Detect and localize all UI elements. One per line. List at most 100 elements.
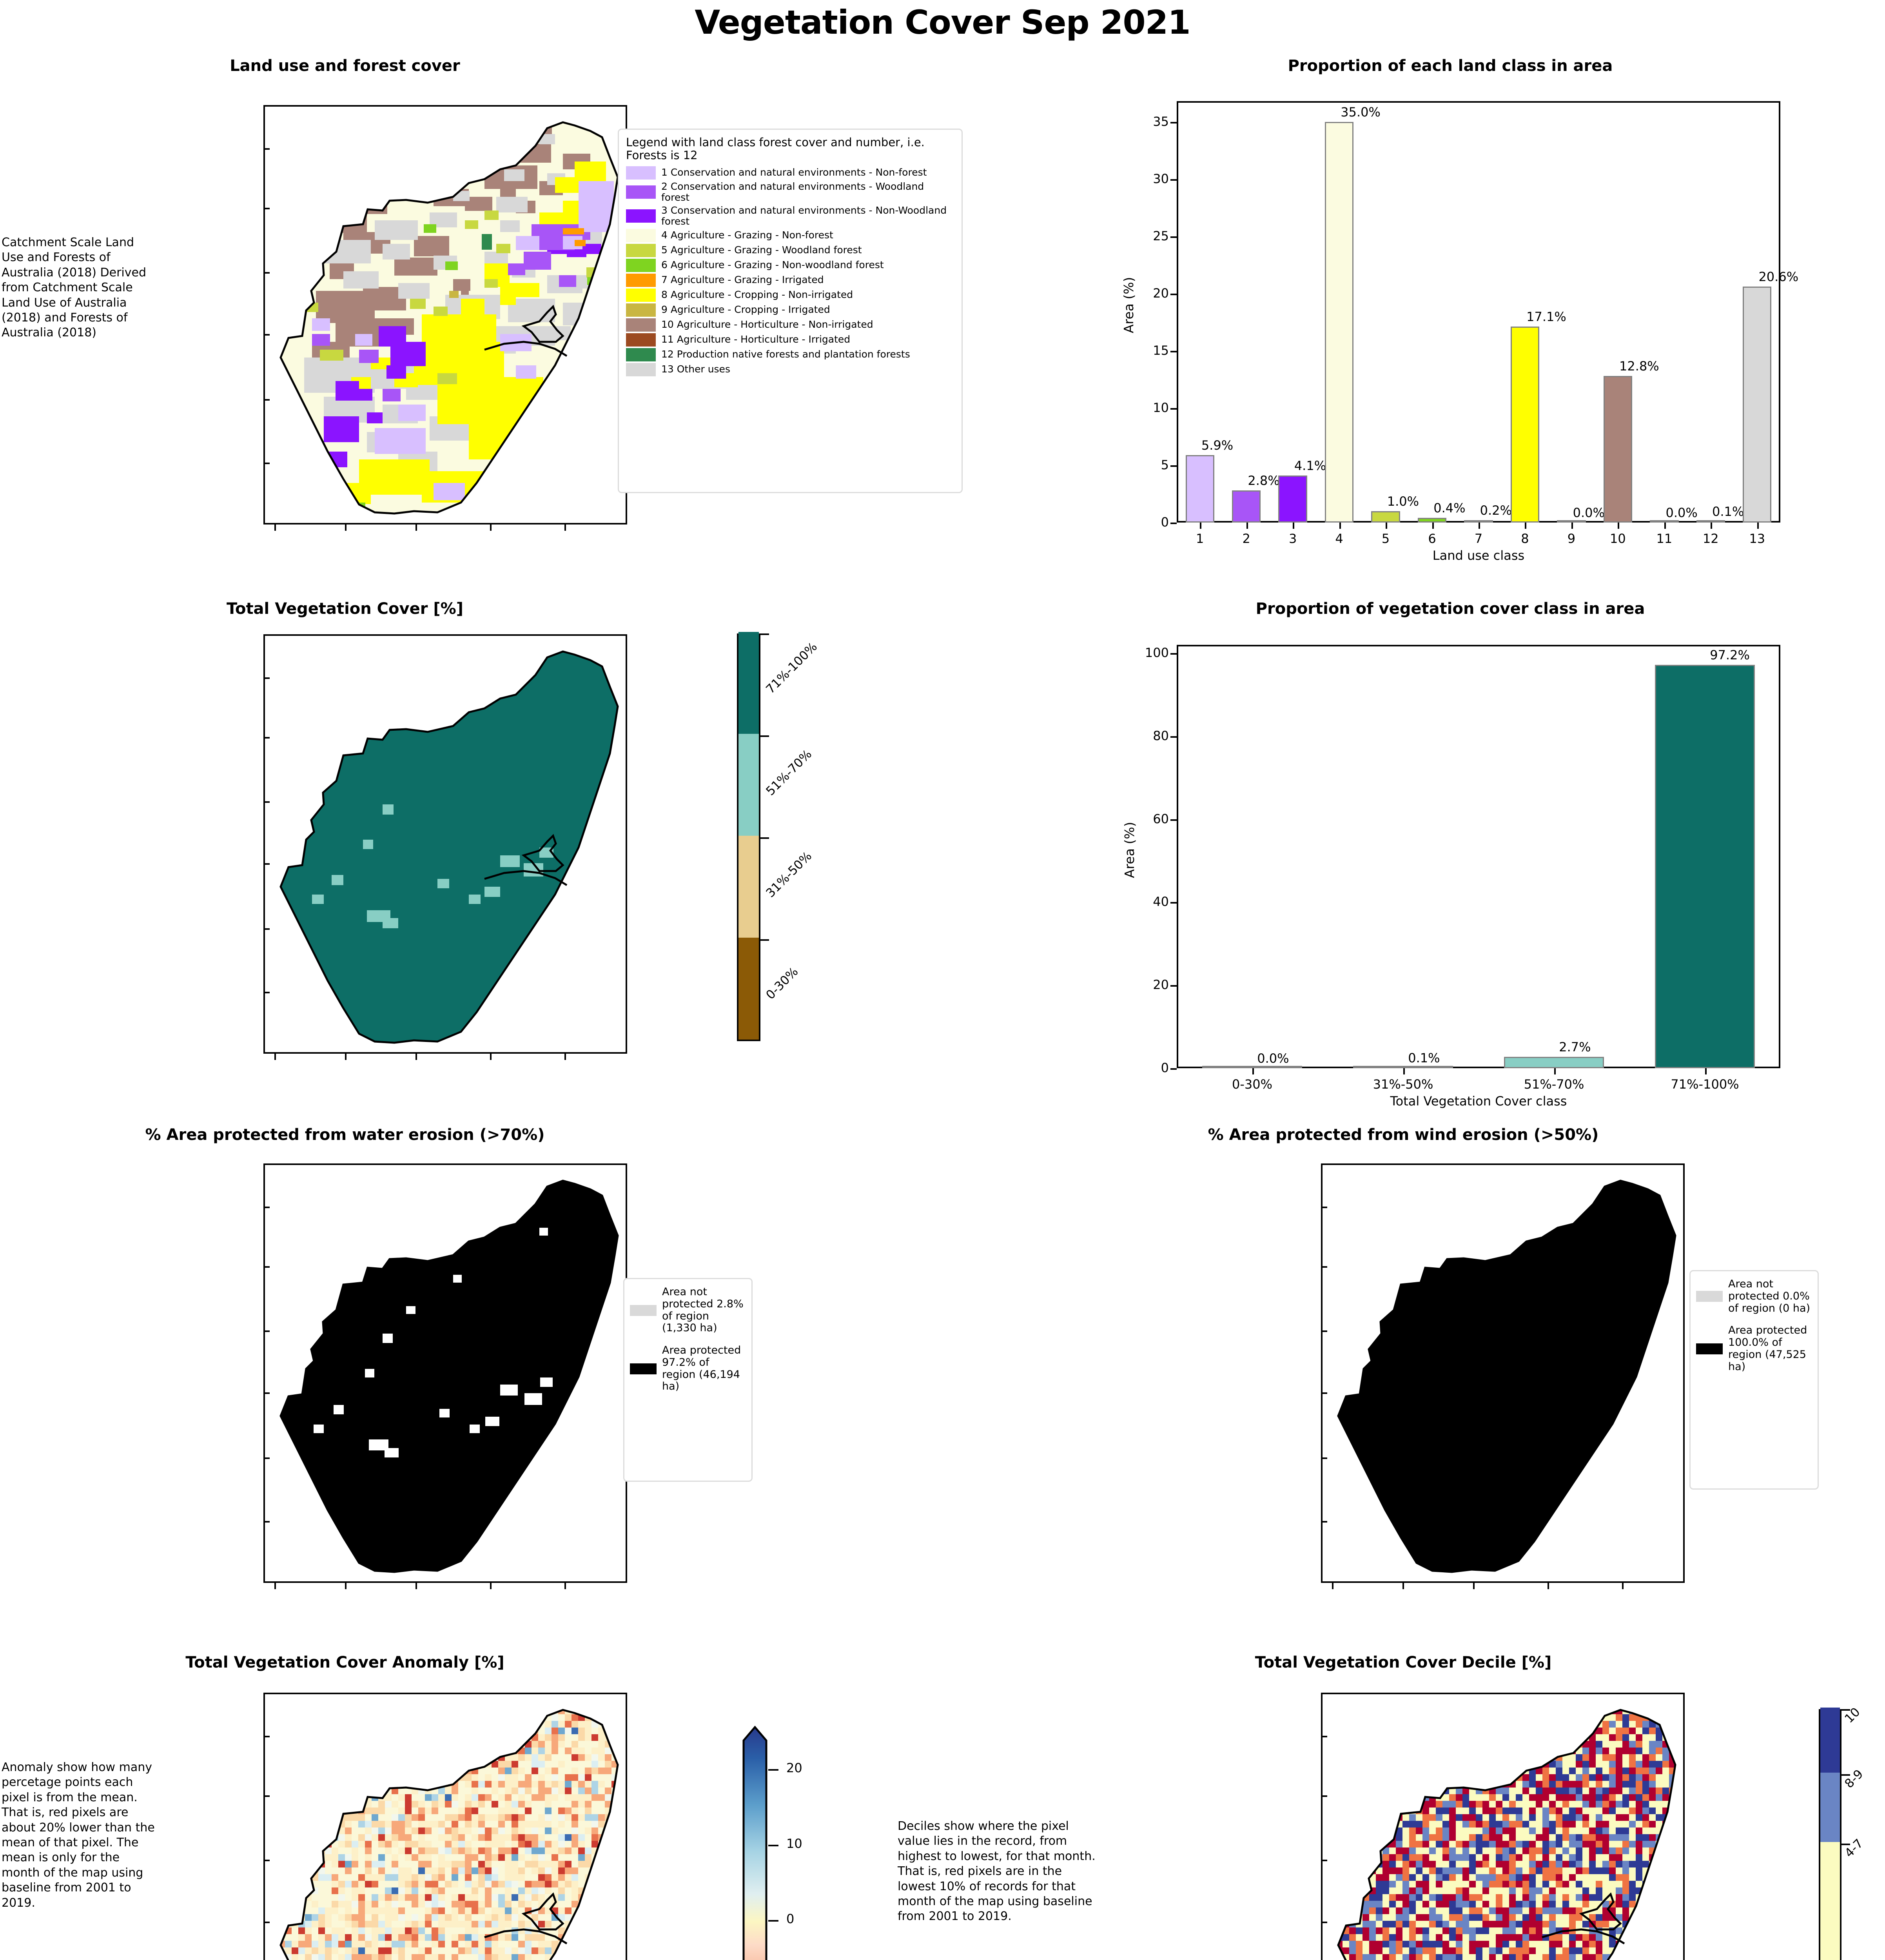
land-use-legend-label: 5 Agriculture - Grazing - Woodland fores…	[661, 244, 862, 256]
land-use-legend-item: 8 Agriculture - Cropping - Non-irrigated	[626, 288, 954, 302]
land-use-legend-swatch	[626, 288, 656, 302]
decile-colorbar	[1819, 1708, 1841, 1960]
bar-value-label: 0.1%	[1712, 504, 1744, 519]
y-axis-tick-label: 40	[1153, 894, 1169, 909]
bar	[1696, 520, 1725, 523]
land-class-chart-title: Proportion of each land class in area	[1288, 57, 1613, 75]
total-veg-map-title: Total Vegetation Cover [%]	[226, 600, 464, 618]
wind-erosion-protected-swatch	[1696, 1343, 1723, 1354]
y-axis-tick-label: 20	[1153, 285, 1169, 301]
x-axis-tick-label: 3	[1288, 531, 1297, 546]
land-use-legend-item: 11 Agriculture - Horticulture - Irrigate…	[626, 333, 954, 347]
wind-erosion-map-canvas	[1323, 1165, 1683, 1581]
page-title: Vegetation Cover Sep 2021	[695, 3, 1190, 42]
land-use-legend-item: 4 Agriculture - Grazing - Non-forest	[626, 229, 954, 242]
land-use-legend-swatch	[626, 333, 656, 347]
y-axis-tick-label: 30	[1153, 171, 1169, 186]
bar	[1655, 664, 1755, 1068]
land-use-legend-item: 13 Other uses	[626, 363, 954, 376]
land-use-legend-label: 11 Agriculture - Horticulture - Irrigate…	[661, 334, 851, 345]
bar-value-label: 0.0%	[1573, 505, 1605, 520]
anomaly-colorbar	[742, 1708, 768, 1960]
bar-value-label: 17.1%	[1526, 309, 1566, 325]
decile-map-title: Total Vegetation Cover Decile [%]	[1255, 1653, 1552, 1671]
anomaly-colorbar-tick-label: 20	[786, 1760, 802, 1776]
land-use-legend-title: Legend with land class forest cover and …	[626, 136, 925, 162]
bar-value-label: 0.2%	[1480, 503, 1512, 518]
land-use-legend-swatch	[626, 348, 656, 361]
wind-erosion-not-protected-label: Area not protected 0.0% of region (0 ha)	[1728, 1278, 1811, 1314]
decile-colorbar-segment	[1820, 1708, 1840, 1773]
y-axis-tick-label: 10	[1153, 400, 1169, 415]
bar	[1510, 327, 1540, 523]
land-use-legend-label: 1 Conservation and natural environments …	[661, 167, 927, 178]
land-use-legend-label: 2 Conservation and natural environments …	[661, 180, 924, 203]
y-axis-tick-label: 20	[1153, 977, 1169, 993]
bar	[1371, 511, 1400, 523]
land-use-legend-item: 2 Conservation and natural environments …	[626, 181, 954, 203]
veg-colorbar-label: 71%-100%	[763, 639, 820, 697]
land-use-legend-item: 6 Agriculture - Grazing - Non-woodland f…	[626, 258, 954, 272]
land-use-legend-swatch	[626, 209, 656, 223]
bar-value-label: 0.1%	[1408, 1050, 1440, 1065]
y-axis-tick-label: 0	[1161, 515, 1169, 530]
veg-class-chart-title: Proportion of vegetation cover class in …	[1255, 600, 1645, 618]
land-use-legend-swatch	[626, 185, 656, 199]
decile-colorbar-segment	[1820, 1773, 1840, 1842]
bar-value-label: 0.0%	[1665, 505, 1698, 520]
y-axis-tick-label: 5	[1161, 457, 1169, 472]
anomaly-colorbar-tick-label: 0	[786, 1911, 795, 1926]
x-axis-tick-label: 2	[1242, 531, 1250, 546]
land-use-legend-label: 12 Production native forests and plantat…	[661, 348, 910, 360]
veg-colorbar-segment	[738, 836, 759, 938]
x-axis-tick-label: 51%-70%	[1524, 1077, 1584, 1092]
water-erosion-protected-label: Area protected 97.2% of region (46,194 h…	[662, 1344, 741, 1393]
decile-colorbar-label: 4-7	[1842, 1836, 1866, 1860]
land-use-legend-swatch	[626, 258, 656, 272]
land-use-legend-swatch	[626, 363, 656, 376]
anomaly-note: Anomaly show how many percetage points e…	[2, 1760, 155, 1910]
x-axis-tick-label: 31%-50%	[1373, 1077, 1433, 1092]
x-axis-tick-label: 1	[1196, 531, 1204, 546]
total-veg-map-canvas	[265, 636, 626, 1052]
x-axis-tick-label: 10	[1610, 531, 1626, 546]
land-use-legend-swatch	[626, 229, 656, 242]
land-use-legend-swatch	[626, 243, 656, 257]
anomaly-map-canvas	[265, 1694, 626, 1960]
bar	[1504, 1057, 1604, 1068]
y-axis-tick-label: 100	[1145, 645, 1169, 661]
land-use-map-title: Land use and forest cover	[230, 57, 460, 75]
bar	[1353, 1066, 1453, 1068]
veg-class-chart-xlabel: Total Vegetation Cover class	[1390, 1094, 1567, 1109]
veg-class-chart-ylabel: Area (%)	[1122, 822, 1137, 878]
land-use-map-canvas	[265, 107, 626, 523]
water-erosion-legend: Area not protected 2.8% of region (1,330…	[623, 1278, 753, 1482]
bar-value-label: 4.1%	[1294, 458, 1326, 474]
x-axis-tick-label: 11	[1656, 531, 1673, 546]
water-erosion-map-title: % Area protected from water erosion (>70…	[145, 1126, 545, 1144]
land-use-legend-item: 1 Conservation and natural environments …	[626, 166, 954, 180]
land-use-legend-swatch	[626, 303, 656, 317]
bar	[1650, 520, 1679, 523]
decile-colorbar-segment	[1820, 1842, 1840, 1960]
veg-colorbar-label: 0-30%	[763, 964, 801, 1002]
x-axis-tick-label: 9	[1567, 531, 1576, 546]
bar-value-label: 2.7%	[1559, 1040, 1591, 1055]
land-use-legend-item: 9 Agriculture - Cropping - Irrigated	[626, 303, 954, 317]
water-erosion-map-canvas	[265, 1165, 626, 1581]
anomaly-colorbar-tick-label: 10	[786, 1836, 802, 1851]
wind-erosion-legend: Area not protected 0.0% of region (0 ha)…	[1689, 1270, 1819, 1490]
land-use-legend-item: 5 Agriculture - Grazing - Woodland fores…	[626, 243, 954, 257]
land-use-legend-swatch	[626, 166, 656, 180]
x-axis-tick-label: 5	[1381, 531, 1390, 546]
x-axis-tick-label: 6	[1428, 531, 1436, 546]
water-erosion-protected-swatch	[630, 1363, 657, 1374]
decile-map-canvas	[1323, 1694, 1683, 1960]
x-axis-tick-label: 12	[1702, 531, 1719, 546]
land-use-legend-swatch	[626, 273, 656, 287]
land-use-legend-label: 10 Agriculture - Horticulture - Non-irri…	[661, 319, 873, 330]
land-use-legend-item: 10 Agriculture - Horticulture - Non-irri…	[626, 318, 954, 332]
y-axis-tick-label: 15	[1153, 343, 1169, 358]
bar	[1464, 520, 1493, 523]
bar-value-label: 97.2%	[1710, 647, 1750, 662]
